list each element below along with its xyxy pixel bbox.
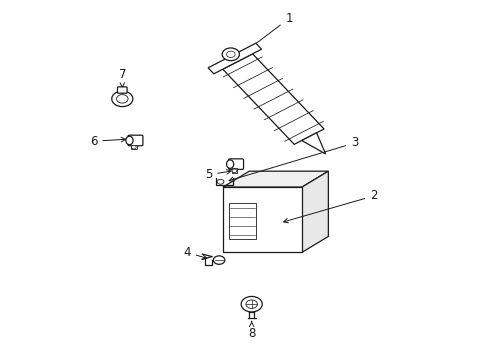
Bar [223,187,302,252]
Polygon shape [208,43,261,74]
Ellipse shape [125,136,133,145]
Circle shape [116,95,128,103]
Circle shape [241,296,262,312]
Polygon shape [223,54,324,144]
Text: 4: 4 [183,246,206,259]
Text: 8: 8 [247,321,255,340]
Text: 5: 5 [204,168,231,181]
FancyBboxPatch shape [128,135,142,146]
FancyBboxPatch shape [228,159,243,170]
Text: 3: 3 [228,136,358,181]
Circle shape [131,145,136,149]
Polygon shape [231,168,237,173]
Polygon shape [301,133,325,154]
FancyBboxPatch shape [117,87,127,93]
Ellipse shape [226,160,233,168]
Bar [228,203,256,239]
Text: 1: 1 [242,12,292,54]
Circle shape [112,91,133,107]
Circle shape [213,256,224,264]
Circle shape [226,51,235,58]
Polygon shape [131,145,136,149]
Circle shape [222,48,239,60]
Circle shape [217,179,224,184]
Circle shape [232,169,236,172]
Polygon shape [302,171,328,252]
Circle shape [245,300,257,309]
Text: 6: 6 [90,135,125,148]
Text: 7: 7 [118,68,126,87]
Text: 2: 2 [283,189,377,223]
Polygon shape [223,171,328,187]
